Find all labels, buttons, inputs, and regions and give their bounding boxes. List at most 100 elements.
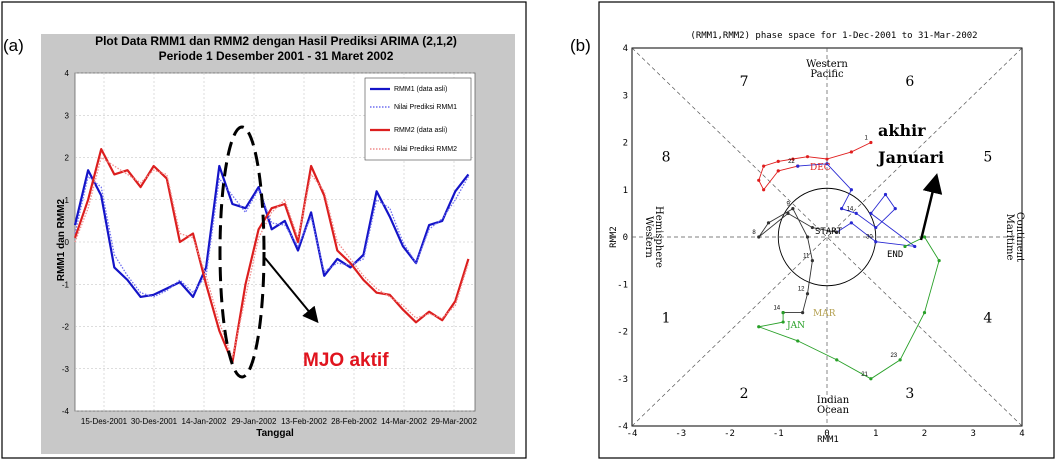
y-tick-label: -4 xyxy=(62,407,70,416)
y-tick-label: 4 xyxy=(623,44,628,54)
trajectory-point xyxy=(781,311,785,315)
mjo-highlight-ellipse xyxy=(218,125,266,379)
y-tick-label: -1 xyxy=(62,280,70,289)
trajectory-point xyxy=(874,225,878,230)
region-top-line2: Pacific xyxy=(810,69,844,80)
akhir-januari-arrow xyxy=(919,173,943,241)
x-tick-label: 13-Feb-2002 xyxy=(281,417,327,426)
trajectory-point xyxy=(893,207,897,211)
x-tick-label: 30-Des-2001 xyxy=(131,417,178,426)
x-tick-label: 28-Feb-2002 xyxy=(331,417,377,426)
dec-marker-label: DEC xyxy=(810,163,831,173)
day-label: 14 xyxy=(847,206,854,212)
trajectory-point xyxy=(762,164,766,168)
trajectory-point xyxy=(869,377,873,381)
trajectory-point xyxy=(805,235,810,239)
x-tick-label: 15-Des-2001 xyxy=(81,417,128,426)
panel-a-grid xyxy=(75,72,475,412)
trajectory-point xyxy=(781,320,785,324)
panel-a-y-label: RMM1 dan RMM2 xyxy=(56,198,67,281)
series-line-3 xyxy=(74,156,470,359)
trajectory-point xyxy=(791,207,795,211)
y-tick-label: -2 xyxy=(62,323,70,332)
y-tick-label: -2 xyxy=(617,328,628,338)
mjo-annotation: MJO aktif xyxy=(303,350,389,371)
trajectory-point xyxy=(849,188,853,192)
region-right-line2: Continent xyxy=(1014,212,1025,262)
panel-b-title: (RMM1,RMM2) phase space for 1-Dec-2001 t… xyxy=(690,31,977,41)
jan-marker-label: JAN xyxy=(786,321,805,331)
x-tick-label: 29-Jan-2002 xyxy=(232,417,277,426)
trajectory-point xyxy=(883,192,888,197)
panel-a-legend-box xyxy=(364,77,472,161)
trajectory-point xyxy=(776,169,780,173)
day-label: 23 xyxy=(890,353,897,359)
panel-a-x-ticks: 15-Des-2001 30-Des-2001 14-Jan-2002 29-Jan-… xyxy=(81,417,478,426)
day-label: 11 xyxy=(803,254,810,260)
start-marker-label: START xyxy=(815,227,843,237)
trajectory-point xyxy=(766,221,771,225)
trajectory-point xyxy=(869,140,873,145)
day-label: 22 xyxy=(788,159,795,165)
trajectory-point xyxy=(801,311,805,315)
unit-circle xyxy=(777,187,877,287)
series-line-1 xyxy=(74,175,469,298)
day-label: 1 xyxy=(865,136,869,142)
phase-number: 4 xyxy=(983,310,992,326)
trajectory-point xyxy=(786,211,790,215)
x-tick-label: 0 xyxy=(824,429,829,439)
region-right-line1: Maritime xyxy=(1004,214,1015,261)
legend-label-pred-rmm1: Nilai Prediksi RMM1 xyxy=(394,104,457,111)
panel-b-guides xyxy=(631,47,1023,427)
day-label: 12 xyxy=(798,287,805,293)
trajectory-point xyxy=(796,339,800,343)
y-tick-label: 1 xyxy=(65,196,70,205)
trajectory-point xyxy=(840,207,844,211)
panel-b-label: (b) xyxy=(570,36,591,55)
panel-a-x-label: Tanggal xyxy=(256,428,294,439)
trajectory-point xyxy=(903,244,907,249)
trajectory-point xyxy=(805,292,810,296)
trajectory-point xyxy=(757,178,761,182)
trajectory-point xyxy=(835,358,839,362)
trajectory-point xyxy=(757,325,761,329)
panel-b: (b) (RMM1,RMM2) phase space for 1-Dec-20… xyxy=(570,1,1055,459)
series-line-2 xyxy=(73,148,470,364)
x-tick-label: -1 xyxy=(773,429,784,439)
panel-a: (a) Plot Data RMM1 dan RMM2 dengan Hasil… xyxy=(1,1,527,459)
trajectory-point xyxy=(757,235,761,239)
panel-a-legend: RMM1 (data asli) Nilai Prediksi RMM1 RMM… xyxy=(364,77,472,161)
phase-number: 2 xyxy=(740,386,749,402)
trajectory-point xyxy=(937,259,941,263)
y-tick-label: 3 xyxy=(623,91,628,101)
end-marker-label: END xyxy=(887,250,903,260)
phase-number: 8 xyxy=(662,150,671,166)
x-tick-label: 4 xyxy=(1019,429,1024,439)
series-line-0 xyxy=(73,164,470,298)
trajectory-point xyxy=(796,164,800,168)
day-label: 30 xyxy=(866,235,873,241)
region-bottom-line1: Indian xyxy=(817,395,850,406)
trajectory-point xyxy=(835,230,839,234)
x-tick-label: 3 xyxy=(971,429,976,439)
trajectory-point xyxy=(849,221,853,225)
x-tick-label: 29-Mar-2002 xyxy=(431,417,477,426)
trajectory-point xyxy=(874,240,878,244)
trajectory-point xyxy=(810,259,814,263)
phase-number: 6 xyxy=(905,74,914,90)
panel-a-y-ticks: -4 -3 -2 -1 0 1 2 3 4 xyxy=(62,69,70,416)
legend-label-rmm1: RMM1 (data asli) xyxy=(394,86,447,93)
akhir-januari-line2: Januari xyxy=(876,148,944,167)
legend-label-pred-rmm2: Nilai Prediksi RMM2 xyxy=(394,146,457,153)
trajectory-point xyxy=(922,311,927,315)
y-tick-label: 1 xyxy=(623,186,628,196)
panel-b-x-label: RMM1 xyxy=(817,435,839,445)
panel-a-subtitle: Periode 1 Desember 2001 - 31 Maret 2002 xyxy=(159,49,394,63)
y-tick-label: 0 xyxy=(65,238,70,247)
trajectory-point xyxy=(805,155,810,159)
mar-marker-label: MAR xyxy=(813,309,836,319)
day-label: 14 xyxy=(773,306,780,312)
